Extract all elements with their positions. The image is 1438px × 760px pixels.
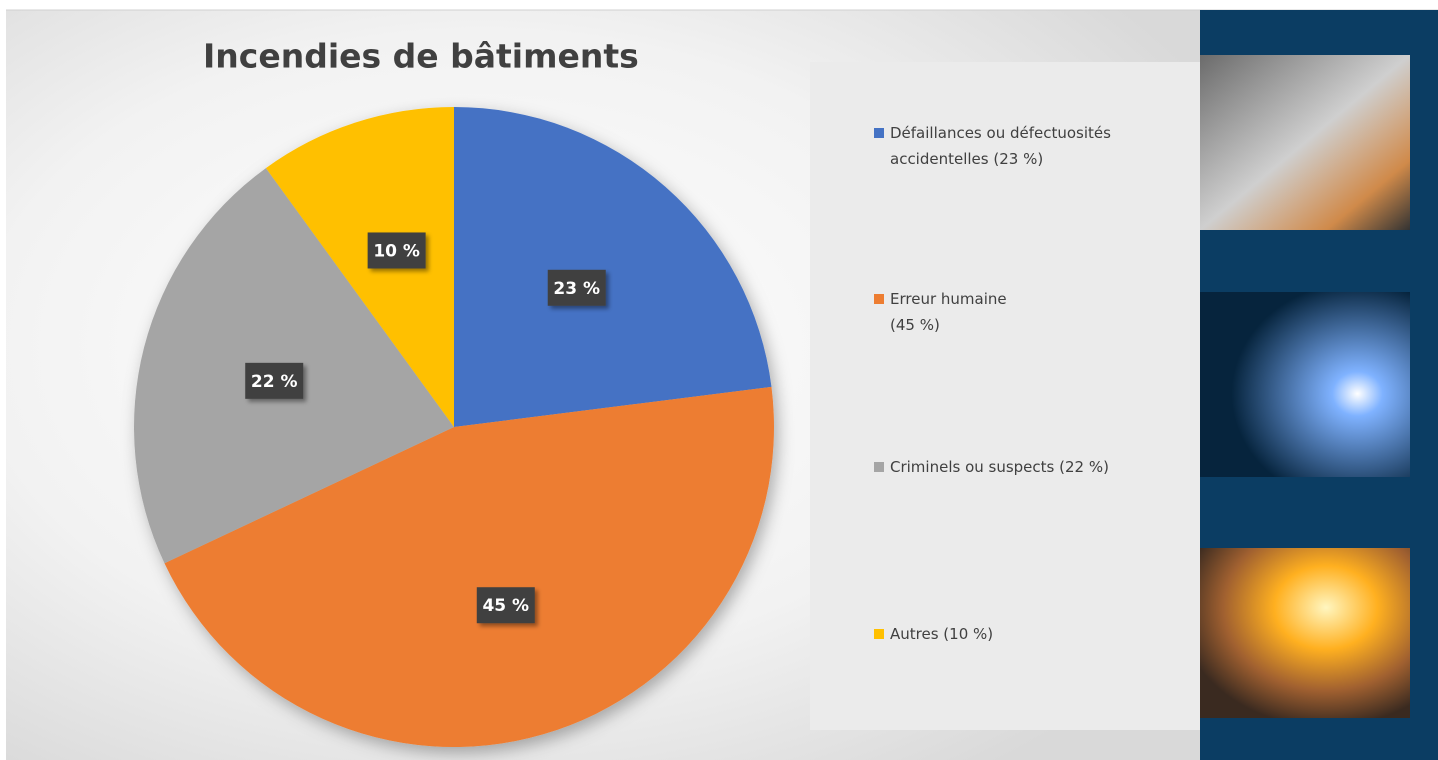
data-label-box (547, 269, 606, 306)
data-label: 22 % (251, 372, 298, 392)
data-label-box (476, 587, 535, 624)
legend-label: Défaillances ou défectuosités accidentel… (890, 124, 1111, 168)
legend-label: Criminels ou suspects (22 %) (890, 458, 1109, 476)
photo-welding (1200, 292, 1410, 477)
legend-swatch (874, 294, 884, 304)
photo-fire (1200, 548, 1410, 718)
data-label: 45 % (482, 596, 529, 616)
photo-cigarette (1200, 55, 1410, 230)
pie-slice (265, 107, 454, 427)
chart-title: Incendies de bâtiments (203, 37, 639, 76)
legend-entry: Criminels ou suspects (22 %) (874, 454, 1109, 480)
legend-swatch (874, 128, 884, 138)
legend-label: Autres (10 %) (890, 625, 994, 643)
data-label: 23 % (553, 279, 600, 299)
legend-panel (810, 62, 1200, 730)
legend-entry: Autres (10 %) (874, 621, 994, 647)
data-label-box (245, 362, 304, 399)
legend-entry: Erreur humaine (45 %) (874, 286, 1007, 338)
legend-entry: Défaillances ou défectuosités accidentel… (874, 120, 1111, 172)
pie-slice (454, 107, 772, 427)
data-label: 10 % (373, 241, 420, 261)
legend-swatch (874, 462, 884, 472)
legend-swatch (874, 629, 884, 639)
pie-slice (164, 386, 775, 747)
data-label-box (367, 232, 426, 269)
legend-label: Erreur humaine (45 %) (890, 290, 1007, 334)
